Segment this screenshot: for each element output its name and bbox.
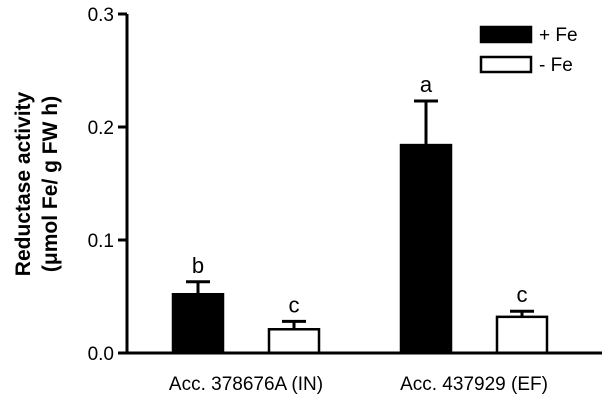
- bar: [171, 292, 225, 355]
- significance-label: a: [420, 72, 433, 97]
- legend-label: + Fe: [539, 25, 578, 46]
- y-axis-title-line2: (μmol Fe/ g FW h): [39, 96, 62, 272]
- legend-swatch: [479, 25, 533, 44]
- category-label: Acc. 437929 (EF): [400, 374, 548, 395]
- significance-label: c: [517, 282, 528, 307]
- bar: [267, 328, 321, 355]
- y-axis-title-line1: Reductase activity: [12, 91, 35, 276]
- category-label: Acc. 378676A (IN): [169, 374, 323, 395]
- legend-label: - Fe: [539, 55, 573, 76]
- significance-label: c: [289, 292, 300, 317]
- y-tick-label: 0.2: [88, 118, 114, 139]
- legend: + Fe - Fe: [479, 25, 578, 76]
- bar: [495, 315, 549, 355]
- significance-label: b: [192, 253, 204, 278]
- y-axis-ticks: 0.0 0.1 0.2 0.3: [88, 5, 127, 365]
- legend-swatch: [479, 55, 533, 74]
- y-axis-title: Reductase activity (μmol Fe/ g FW h): [12, 91, 62, 276]
- bar: [399, 143, 453, 355]
- y-tick-label: 0.0: [88, 344, 114, 365]
- bars: b a c c: [171, 72, 549, 355]
- y-tick-label: 0.1: [88, 231, 114, 252]
- y-tick-label: 0.3: [88, 5, 114, 26]
- category-labels: Acc. 378676A (IN) Acc. 437929 (EF): [169, 374, 548, 395]
